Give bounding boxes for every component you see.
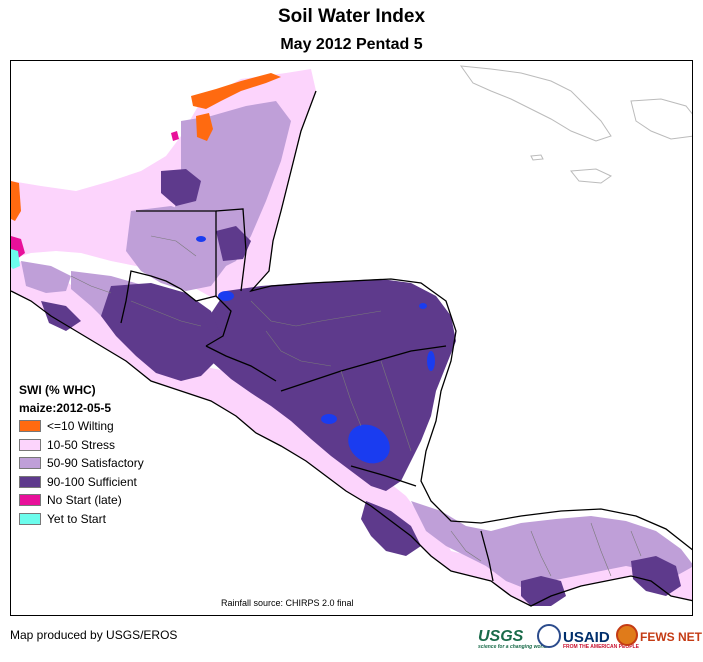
fews-net-logo: FEWS NET bbox=[640, 630, 702, 644]
legend-swatch bbox=[19, 512, 41, 525]
wilting-zones bbox=[11, 73, 281, 221]
belize-border bbox=[215, 208, 247, 292]
usgs-logo: USGS science for a changing world bbox=[478, 624, 547, 650]
legend-item-stress: 10-50 Stress bbox=[19, 436, 144, 455]
hispaniola-outline bbox=[630, 98, 692, 140]
guatemala-honduras-border bbox=[205, 295, 232, 347]
legend-label: 90-100 Sufficient bbox=[47, 474, 137, 489]
legend-item-wilting: <=10 Wilting bbox=[19, 417, 144, 436]
legend-items: <=10 Wilting 10-50 Stress 50-90 Satisfac… bbox=[19, 417, 144, 528]
costarica-panama-border bbox=[480, 530, 494, 582]
legend-swatch bbox=[19, 494, 41, 507]
map-credit: Map produced by USGS/EROS bbox=[10, 628, 178, 642]
map-canvas bbox=[11, 65, 692, 607]
legend-label: <=10 Wilting bbox=[47, 419, 114, 434]
usgs-logo-text: USGS bbox=[478, 628, 524, 645]
legend-swatch bbox=[19, 475, 41, 488]
usaid-tagline: FROM THE AMERICAN PEOPLE bbox=[563, 644, 639, 650]
lagoon-east bbox=[427, 351, 435, 371]
map-subtitle: May 2012 Pentad 5 bbox=[280, 36, 423, 53]
el-salvador-border bbox=[205, 345, 277, 382]
legend-item-no-start: No Start (late) bbox=[19, 491, 144, 510]
national-borders bbox=[11, 90, 692, 607]
usaid-logo-text: USAID bbox=[563, 628, 610, 646]
lake-managua bbox=[321, 414, 337, 424]
no-start-zone-yucatan bbox=[171, 131, 179, 141]
legend-label: Yet to Start bbox=[47, 511, 106, 526]
map-title: Soil Water Index bbox=[277, 6, 426, 27]
legend-label: 10-50 Stress bbox=[47, 437, 116, 452]
cayman-outline bbox=[530, 154, 544, 161]
legend-label: 50-90 Satisfactory bbox=[47, 456, 144, 471]
map-frame: SWI (% WHC) maize:2012-05-5 <=10 Wilting… bbox=[10, 60, 693, 616]
nicaragua-costarica-border bbox=[350, 465, 417, 487]
legend-item-yet-to-start: Yet to Start bbox=[19, 510, 144, 529]
sufficient-zones bbox=[41, 169, 681, 606]
legend-title: SWI (% WHC) bbox=[19, 383, 96, 397]
rainfall-source-note: Rainfall source: CHIRPS 2.0 final bbox=[221, 598, 354, 608]
jamaica-outline bbox=[570, 168, 612, 184]
yet-to-start-zone bbox=[11, 249, 20, 269]
legend-item-sufficient: 90-100 Sufficient bbox=[19, 473, 144, 492]
honduras-nicaragua-border bbox=[280, 345, 447, 392]
water-bodies bbox=[196, 236, 435, 464]
lake-nicaragua bbox=[348, 424, 390, 464]
lake-peten bbox=[196, 236, 206, 242]
legend-swatch bbox=[19, 420, 41, 433]
map-legend: SWI (% WHC) maize:2012-05-5 <=10 Wilting… bbox=[19, 381, 144, 528]
mexico-guatemala-border bbox=[120, 210, 217, 324]
legend-label: No Start (late) bbox=[47, 493, 122, 508]
coastline bbox=[11, 290, 692, 607]
usgs-tagline: science for a changing world bbox=[478, 644, 547, 650]
caribbean-islands bbox=[459, 65, 692, 184]
caribbean-coastline bbox=[249, 90, 692, 551]
legend-swatch bbox=[19, 438, 41, 451]
usaid-seal-icon bbox=[537, 624, 561, 648]
admin-boundaries bbox=[70, 235, 642, 577]
usaid-logo: USAID FROM THE AMERICAN PEOPLE bbox=[563, 624, 639, 651]
legend-subtitle: maize:2012-05-5 bbox=[19, 401, 112, 415]
cuba-outline bbox=[459, 65, 612, 142]
fews-net-seal-icon bbox=[616, 624, 638, 646]
legend-swatch bbox=[19, 457, 41, 470]
legend-item-satisfactory: 50-90 Satisfactory bbox=[19, 454, 144, 473]
lagoon-north bbox=[419, 303, 427, 309]
lake-izabal bbox=[218, 291, 234, 301]
